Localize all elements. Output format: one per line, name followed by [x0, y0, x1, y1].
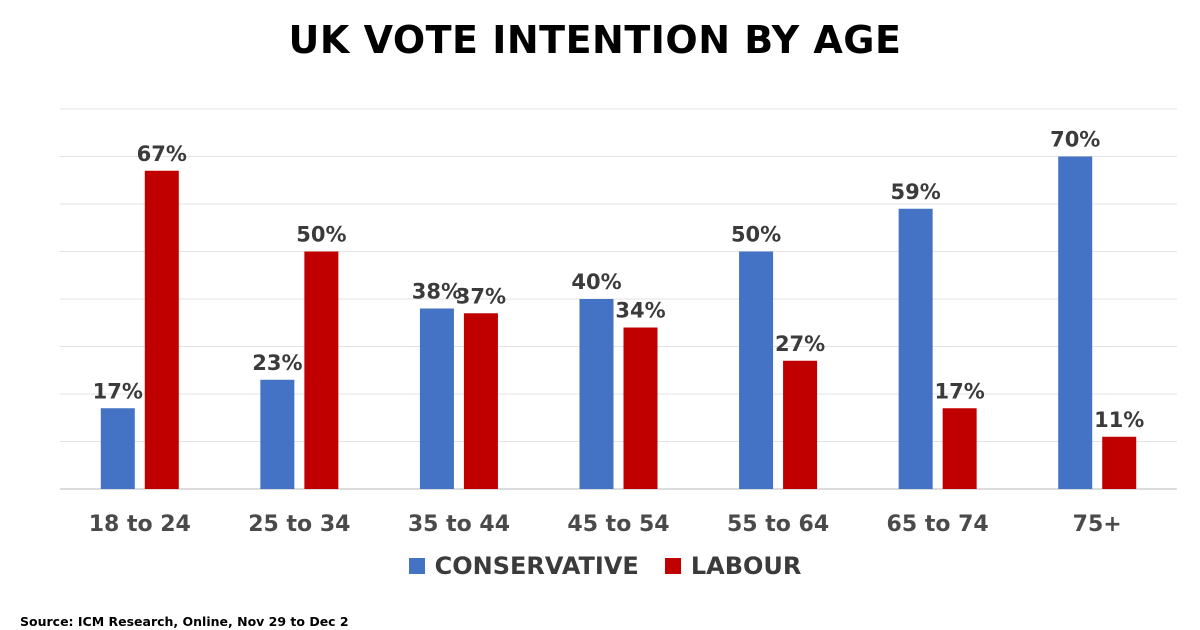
source-note: Source: ICM Research, Online, Nov 29 to …: [20, 614, 349, 629]
legend-item-conservative: CONSERVATIVE: [408, 552, 639, 580]
data-label-conservative: 50%: [731, 223, 781, 247]
legend-swatch-labour: [664, 558, 681, 574]
bar-conservative: [739, 251, 774, 489]
x-tick-label: 18 to 24: [89, 512, 191, 537]
value-labels: 17% 67% 23% 50% 38%37% 40% 34% 50% 27% 59% 17% 70% 1…: [93, 128, 1145, 432]
bar-conservative: [100, 408, 135, 489]
data-label-labour: 34%: [615, 299, 665, 323]
data-label-conservative: 59%: [891, 180, 941, 204]
bar-conservative: [419, 308, 454, 489]
bars: [100, 156, 1137, 489]
data-label-labour: 27%: [775, 332, 825, 356]
data-label-conservative: 70%: [1050, 128, 1100, 152]
x-tick-label: 45 to 54: [567, 512, 669, 537]
data-label-conservative: 23%: [252, 351, 302, 375]
legend-label-labour: LABOUR: [690, 552, 802, 580]
bar-labour: [783, 360, 818, 489]
bar-labour: [1102, 436, 1137, 489]
x-tick-labels: 18 to 24 25 to 34 35 to 44 45 to 54 55 to 64…: [89, 512, 1122, 537]
legend-label-conservative: CONSERVATIVE: [434, 552, 639, 580]
x-tick-label: 35 to 44: [408, 512, 510, 537]
bar-conservative: [260, 379, 295, 489]
legend: CONSERVATIVE LABOUR: [0, 552, 1200, 580]
bar-labour: [144, 170, 179, 489]
data-label-labour: 37%: [456, 284, 506, 308]
x-tick-label: 55 to 64: [727, 512, 829, 537]
bar-labour: [304, 251, 339, 489]
data-label-conservative: 38%: [412, 280, 462, 304]
bar-conservative: [579, 299, 614, 489]
bar-labour: [942, 408, 977, 489]
data-label-labour: 11%: [1094, 408, 1144, 432]
data-label-labour: 50%: [296, 223, 346, 247]
bar-labour: [463, 313, 498, 489]
data-label-conservative: 40%: [571, 270, 621, 294]
bar-labour: [623, 327, 658, 489]
bar-chart: 17% 67% 23% 50% 38%37% 40% 34% 50% 27% 59% 17% 70% 1…: [60, 108, 1177, 537]
x-tick-label: 75+: [1073, 512, 1122, 537]
bar-conservative: [898, 208, 933, 489]
data-label-conservative: 17%: [93, 379, 143, 403]
legend-item-labour: LABOUR: [664, 552, 802, 580]
data-label-labour: 17%: [935, 379, 985, 403]
x-tick-label: 65 to 74: [887, 512, 989, 537]
bar-conservative: [1058, 156, 1093, 489]
gridlines: [60, 108, 1177, 490]
chart-title: UK VOTE INTENTION BY AGE: [288, 18, 902, 62]
legend-swatch-conservative: [408, 558, 425, 574]
data-label-labour: 67%: [137, 142, 187, 166]
x-tick-label: 25 to 34: [248, 512, 350, 537]
